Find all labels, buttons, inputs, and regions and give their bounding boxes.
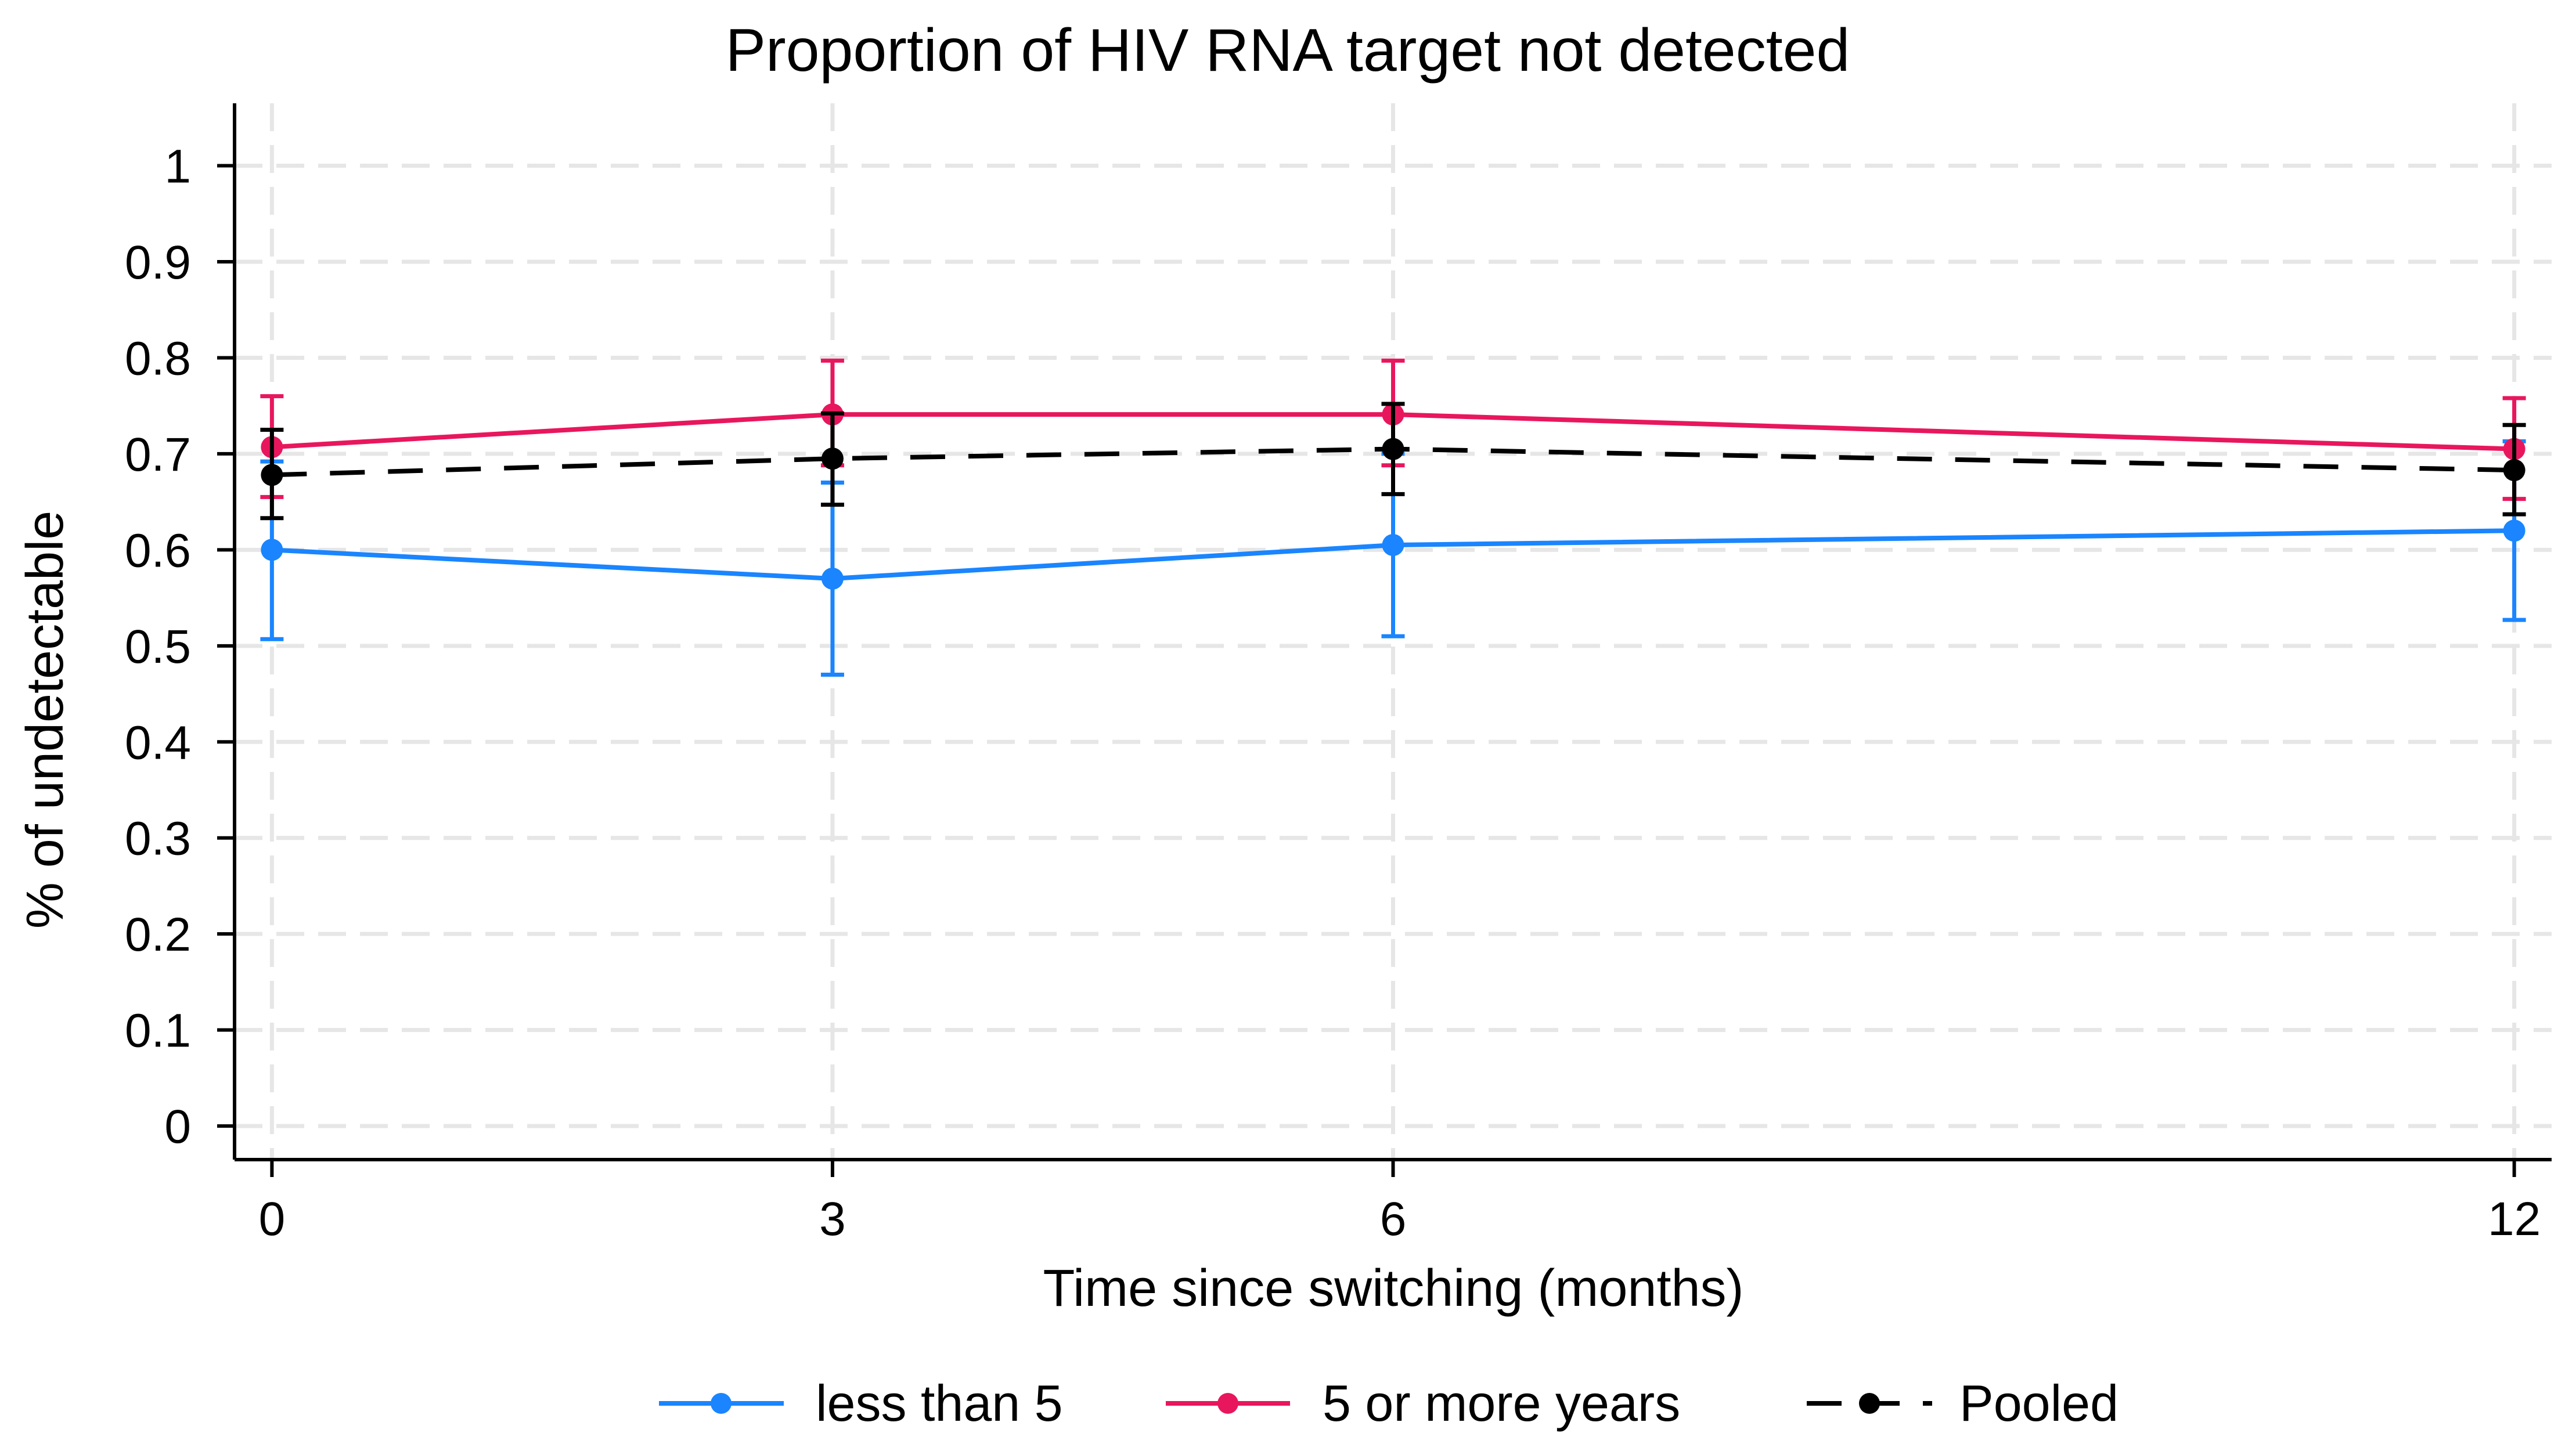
x-tick-label: 0 (259, 1193, 286, 1246)
data-point (261, 539, 283, 561)
data-point (1382, 438, 1404, 460)
y-tick-label: 0.3 (125, 813, 191, 865)
y-tick-label: 0.8 (125, 332, 191, 385)
data-point (2503, 519, 2525, 542)
series-line (272, 412, 2514, 452)
y-tick-label: 1 (164, 140, 191, 193)
y-tick-label: 0 (164, 1100, 191, 1153)
legend-label: less than 5 (816, 1374, 1063, 1432)
x-tick-label: 3 (819, 1193, 846, 1246)
x-axis-label: Time since switching (months) (1043, 1259, 1743, 1317)
legend: less than 5 5 or more years Pooled (659, 1374, 2119, 1432)
y-tick-label: 0.1 (125, 1005, 191, 1057)
legend-item-5-or-more-years: 5 or more years (1166, 1374, 1680, 1432)
grid-lines (235, 103, 2552, 1160)
legend-swatch-marker (1217, 1393, 1238, 1414)
legend-item-less-than-5: less than 5 (659, 1374, 1063, 1432)
series-line (272, 446, 2514, 478)
data-point (1382, 534, 1404, 557)
data-point (821, 568, 844, 590)
y-tick-label: 0.5 (125, 620, 191, 673)
series-pooled (260, 402, 2526, 521)
y-tick-label: 0.2 (125, 908, 191, 961)
x-tick-label: 12 (2488, 1193, 2541, 1246)
data-point (821, 447, 844, 470)
data-point (261, 464, 283, 486)
legend-item-pooled: Pooled (1807, 1374, 2119, 1432)
chart-title: Proportion of HIV RNA target not detecte… (726, 17, 1850, 84)
legend-label: 5 or more years (1323, 1374, 1680, 1432)
y-tick-label: 0.9 (125, 236, 191, 289)
x-tick-label: 6 (1380, 1193, 1407, 1246)
legend-label: Pooled (1959, 1374, 2119, 1432)
y-tick-label: 0.6 (125, 524, 191, 577)
series-layer (260, 358, 2526, 677)
data-point (2503, 459, 2525, 482)
y-tick-label: 0.7 (125, 428, 191, 481)
legend-swatch-marker (711, 1393, 732, 1414)
y-axis-label: % of undetectable (16, 511, 74, 929)
legend-swatch-marker (1859, 1393, 1880, 1414)
series-line (272, 528, 2514, 581)
y-tick-label: 0.4 (125, 716, 191, 769)
axis-ticks: 0 0.1 0.2 0.3 0.4 0.5 0.6 0.7 0.8 0.9 1 0 3 6 12 (125, 140, 2541, 1246)
